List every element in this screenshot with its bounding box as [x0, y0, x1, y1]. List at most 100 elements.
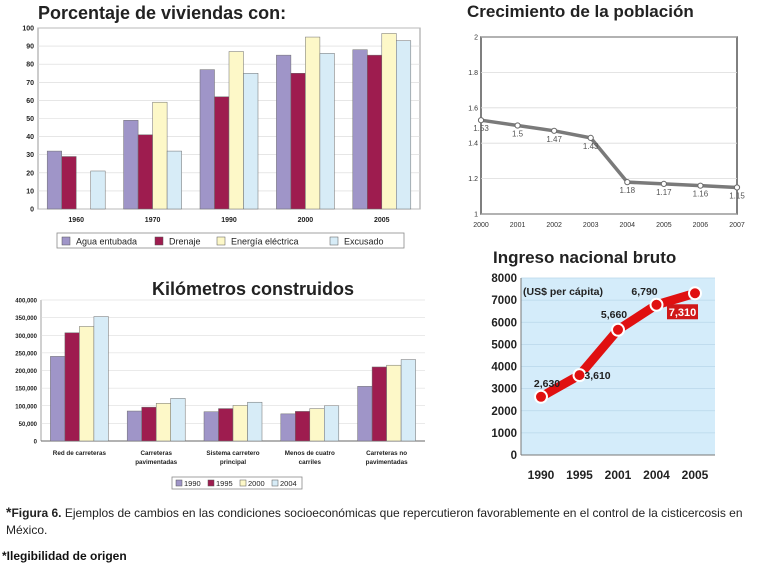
- ingreso-y-tick: 7000: [491, 295, 517, 307]
- viviendas-y-tick: 20: [26, 170, 34, 177]
- ingreso-y-tick: 1000: [491, 428, 517, 440]
- poblacion-data-label: 1.53: [473, 124, 489, 133]
- kilometros-x-tick: Red de carreteras: [53, 450, 107, 457]
- viviendas-y-tick: 50: [26, 116, 34, 123]
- viviendas-y-tick: 90: [26, 44, 34, 51]
- kilometros-legend-label: 1990: [184, 479, 201, 488]
- ingreso-point: [534, 389, 548, 404]
- ingreso-point: [688, 286, 702, 301]
- kilometros-y-tick: 200,000: [15, 369, 37, 375]
- ingreso-y-tick: 4000: [491, 362, 517, 374]
- kilometros-y-tick: 300,000: [15, 334, 37, 340]
- viviendas-legend-swatch: [154, 236, 164, 246]
- kilometros-y-tick: 0: [34, 440, 38, 446]
- kilometros-bar: [170, 398, 186, 442]
- kilometros-bar: [324, 405, 340, 442]
- ingreso-title: Ingreso nacional bruto: [493, 248, 676, 267]
- caption-text: Ejemplos de cambios en las condiciones s…: [6, 506, 743, 537]
- viviendas-legend-swatch: [61, 236, 71, 246]
- viviendas-y-tick: 70: [26, 80, 34, 87]
- poblacion-data-label: 1.47: [546, 135, 562, 144]
- poblacion-x-tick: 2000: [473, 222, 489, 229]
- poblacion-y-tick: 1.4: [468, 141, 478, 148]
- poblacion-data-label: 1.18: [619, 186, 635, 195]
- kilometros-legend-label: 2000: [248, 479, 265, 488]
- ingreso-y-tick: 2000: [491, 406, 517, 418]
- kilometros-bar: [247, 401, 263, 442]
- viviendas-bar: [61, 156, 77, 210]
- kilometros-legend-box: [171, 476, 303, 490]
- kilometros-x-tick: Carreteras: [140, 450, 172, 457]
- kilometros-title: Kilómetros construidos: [152, 279, 354, 299]
- ingreso-x-tick: 1995: [566, 468, 593, 482]
- poblacion-x-tick: 2007: [729, 222, 745, 229]
- ingreso-y-tick: 3000: [491, 384, 517, 396]
- viviendas-y-tick: 30: [26, 152, 34, 159]
- kilometros-legend-swatch: [239, 479, 247, 487]
- kilometros-legend-label: 1995: [216, 479, 233, 488]
- kilometros-y-tick: 50,000: [19, 422, 38, 428]
- viviendas-y-tick: 40: [26, 134, 34, 141]
- poblacion-x-tick: 2005: [656, 222, 672, 229]
- poblacion-x-tick: 2002: [546, 222, 562, 229]
- ingreso-highlight-box: [667, 304, 698, 320]
- viviendas-y-tick: 60: [26, 98, 34, 105]
- kilometros-bar: [400, 359, 416, 442]
- viviendas-legend-label: Agua entubada: [76, 237, 137, 247]
- poblacion-y-tick: 1: [474, 212, 478, 219]
- ingreso-data-label: 6,790: [631, 286, 657, 298]
- viviendas-bar: [166, 150, 182, 210]
- poblacion-point: [587, 134, 594, 141]
- ingreso-unit-label: (US$ per cápita): [523, 286, 603, 298]
- figure-caption: *Figura 6. Ejemplos de cambios en las co…: [6, 504, 766, 539]
- poblacion-point: [660, 180, 667, 188]
- poblacion-data-label: 1.5: [512, 130, 524, 139]
- kilometros-x-tick: carriles: [299, 459, 322, 466]
- kilometros-x-tick: Carreteras no: [366, 450, 407, 457]
- viviendas-legend-box: [56, 232, 405, 249]
- viviendas-legend-label: Excusado: [344, 237, 384, 247]
- kilometros-legend-swatch: [271, 479, 279, 487]
- poblacion-title: Crecimiento de la población: [467, 2, 694, 21]
- viviendas-x-tick: 1990: [221, 217, 237, 224]
- poblacion-point: [697, 182, 704, 189]
- viviendas-bar: [243, 73, 259, 210]
- poblacion-y-tick: 1.6: [468, 105, 478, 112]
- poblacion-x-tick: 2001: [510, 222, 526, 229]
- poblacion-x-tick: 2006: [693, 222, 709, 229]
- kilometros-x-tick: principal: [220, 459, 246, 466]
- ingreso-x-tick: 2004: [643, 468, 670, 482]
- poblacion-point: [624, 179, 631, 186]
- ingreso-data-label: 2,630: [534, 378, 560, 390]
- ingreso-y-tick: 5000: [491, 339, 517, 351]
- poblacion-point: [551, 127, 558, 134]
- poblacion-y-tick: 2: [474, 35, 478, 42]
- viviendas-bar: [319, 53, 335, 210]
- viviendas-bar: [396, 40, 412, 210]
- footnote: *Ilegibilidad de origen: [2, 549, 127, 563]
- viviendas-y-tick: 80: [26, 62, 34, 69]
- viviendas-bar: [90, 170, 106, 210]
- viviendas-y-tick: 0: [30, 207, 34, 214]
- viviendas-legend-swatch: [329, 236, 339, 246]
- ingreso-y-tick: 6000: [491, 317, 517, 329]
- kilometros-y-tick: 400,000: [15, 299, 37, 305]
- poblacion-data-label: 1.15: [729, 191, 745, 200]
- poblacion-data-label: 1.43: [583, 142, 599, 151]
- ingreso-y-tick: 0: [511, 450, 517, 462]
- kilometros-x-tick: pavimentadas: [135, 459, 177, 466]
- ingreso-data-label: 7,310: [669, 307, 697, 319]
- viviendas-x-tick: 1960: [68, 217, 84, 224]
- poblacion-point: [514, 122, 521, 129]
- caption-marker: *: [6, 504, 12, 520]
- viviendas-legend-label: Drenaje: [169, 237, 201, 247]
- ingreso-point: [611, 322, 625, 337]
- ingreso-y-tick: 8000: [491, 273, 517, 285]
- ingreso-x-tick: 2001: [605, 468, 632, 482]
- poblacion-point: [477, 117, 485, 124]
- viviendas-title: Porcentaje de viviendas con:: [38, 3, 286, 23]
- kilometros-x-tick: pavimentadas: [366, 459, 408, 466]
